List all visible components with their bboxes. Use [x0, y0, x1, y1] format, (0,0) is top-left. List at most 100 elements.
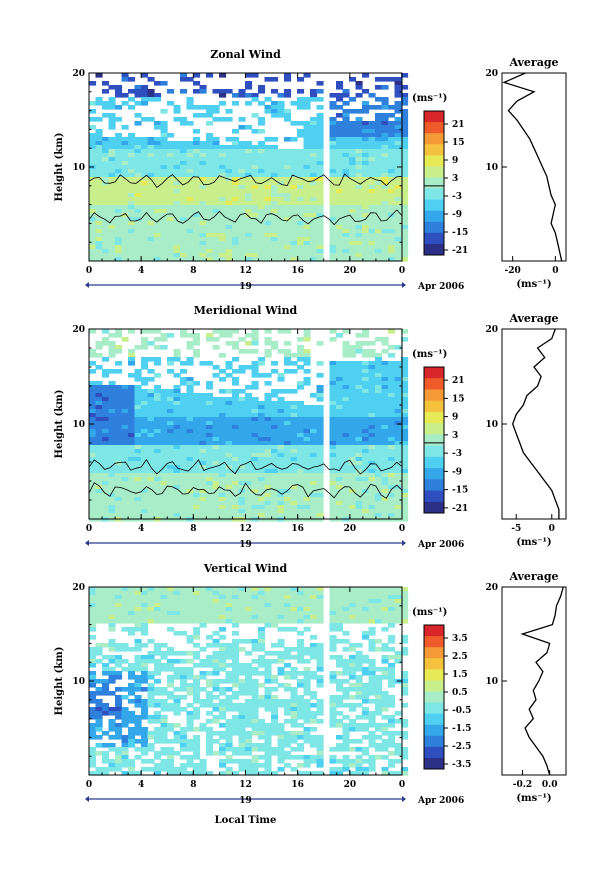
colorbar-label: (ms⁻¹) [412, 607, 447, 618]
colorbar-swatch [424, 210, 444, 223]
colorbar-tick-label: -15 [452, 228, 468, 238]
y-axis-label: Height (km) [54, 133, 65, 202]
contour-lines [88, 458, 403, 499]
colorbar: (ms⁻¹) 3.5 2.5 1.5 0.5 -0.5 -1.5 -2.5 -3.5 [412, 607, 471, 770]
profile-x-label: (ms⁻¹) [516, 537, 551, 548]
colorbar-tick-label: -3 [452, 192, 462, 202]
colorbar-tick-label: 15 [452, 394, 465, 404]
colorbar-tick-label: -1.5 [452, 724, 471, 734]
colorbar-swatch [424, 423, 444, 435]
colorbar-tick-label: 9 [452, 156, 458, 166]
colorbar-swatch [424, 501, 444, 514]
profile-line [520, 586, 564, 776]
colorbar-label: (ms⁻¹) [412, 349, 447, 360]
colorbar-swatch [424, 199, 444, 212]
x-tick-label: 8 [190, 524, 196, 534]
panel-2: Meridional Wind 0 4 8 12 16 20 0 10 20 Height (km)… [54, 304, 567, 550]
colorbar-swatch [424, 166, 444, 178]
profile-y-tick-label: 20 [485, 69, 498, 79]
profile-y-tick-label: 10 [485, 163, 498, 173]
colorbar-swatch [424, 434, 444, 447]
colorbar-tick-label: -9 [452, 210, 462, 220]
colorbar-tick-label: -3.5 [452, 760, 471, 770]
profile-x-tick-label: -5 [511, 524, 521, 534]
colorbar-swatch [424, 144, 444, 156]
x-tick-label: 4 [138, 780, 144, 790]
profile-line [502, 72, 563, 262]
x-tick-label: 0 [399, 524, 405, 534]
y-axis-label: Height (km) [54, 647, 65, 716]
colorbar: (ms⁻¹) 21 15 9 3 -3 -9 -15 -21 [412, 349, 468, 514]
profile-title: Average [508, 56, 558, 69]
x-tick-label: 0 [86, 524, 92, 534]
colorbar-frame [423, 110, 445, 256]
x-tick-label: 20 [344, 266, 357, 276]
heatmap-field [89, 329, 409, 522]
colorbar-tick-label: 21 [452, 120, 465, 130]
colorbar-swatch [424, 479, 444, 491]
date-suffix: Apr 2006 [417, 540, 464, 550]
date-suffix: Apr 2006 [417, 282, 464, 292]
colorbar-tick-label: 3.5 [452, 634, 468, 644]
colorbar-swatch [424, 411, 444, 424]
colorbar-swatch [424, 133, 444, 145]
colorbar-swatch [424, 221, 444, 234]
colorbar-swatch [424, 625, 444, 637]
y-tick-label: 20 [72, 325, 85, 335]
panel-title: Vertical Wind [203, 562, 288, 575]
y-tick-label: 10 [72, 420, 85, 430]
date-label: 19 [239, 796, 252, 806]
colorbar-tick-label: 0.5 [452, 688, 468, 698]
profile-x-tick-label: 0 [549, 524, 555, 534]
profile-frame [501, 586, 567, 776]
x-tick-label: 16 [291, 524, 304, 534]
colorbar-swatch [424, 691, 444, 704]
colorbar-tick-label: 9 [452, 413, 458, 423]
x-tick-label: 4 [138, 266, 144, 276]
colorbar-swatch [424, 724, 444, 737]
contour-lines [88, 173, 403, 226]
colorbar-swatch [424, 188, 444, 201]
average-profile: Average 10 20 -20 0(ms⁻¹) [485, 56, 567, 290]
profile-frame [501, 72, 567, 262]
colorbar-swatch [424, 389, 444, 402]
colorbar-swatch [424, 232, 444, 245]
profile-x-label: (ms⁻¹) [516, 793, 551, 804]
colorbar-tick-label: 3 [452, 174, 458, 184]
colorbar-tick-label: 2.5 [452, 652, 468, 662]
date-bar-arrow-right [402, 540, 406, 546]
colorbar-label: (ms⁻¹) [412, 93, 447, 104]
profile-x-tick-label: 0 [552, 266, 558, 276]
colorbar-swatch [424, 490, 444, 503]
colorbar-swatch [424, 636, 444, 648]
contour-line [88, 173, 403, 188]
y-tick-label: 20 [72, 69, 85, 79]
contour-line [88, 209, 403, 226]
x-axis-label: Local Time [215, 815, 277, 826]
date-label: 19 [239, 282, 252, 292]
profile-x-tick-label: -0.2 [513, 780, 532, 790]
panel-title: Meridional Wind [194, 304, 298, 317]
y-tick-label: 20 [72, 583, 85, 593]
colorbar-swatch [424, 122, 444, 134]
colorbar-swatch [424, 243, 444, 256]
date-bar-arrow-left [85, 540, 89, 546]
colorbar-swatch [424, 658, 444, 670]
profile-x-tick-label: 0.0 [542, 780, 558, 790]
panel-3: Vertical Wind 0 4 8 12 16 20 0 10 20 Height (km) 19… [54, 562, 567, 826]
heatmap-field [89, 73, 409, 262]
x-tick-label: 4 [138, 524, 144, 534]
colorbar-swatch [424, 757, 444, 770]
date-bar-arrow-left [85, 282, 89, 288]
colorbar-tick-label: 3 [452, 431, 458, 441]
colorbar-tick-label: -0.5 [452, 706, 471, 716]
x-tick-label: 20 [344, 524, 357, 534]
colorbar-swatch [424, 713, 444, 726]
date-bar-arrow-left [85, 796, 89, 802]
colorbar-swatch [424, 468, 444, 480]
profile-title: Average [508, 570, 558, 583]
profile-x-label: (ms⁻¹) [516, 279, 551, 290]
x-tick-label: 0 [399, 780, 405, 790]
colorbar-swatch [424, 746, 444, 759]
